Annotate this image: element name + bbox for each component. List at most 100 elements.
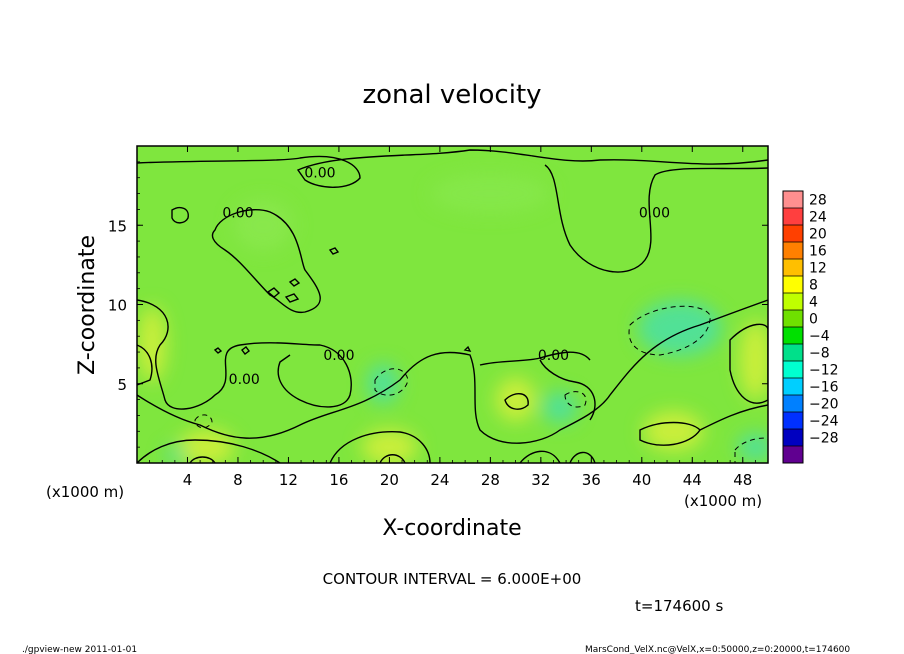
y-tick-label: 5 [117, 376, 127, 394]
x-tick-label: 20 [380, 471, 399, 489]
y-axis-label: Z-coordinate [75, 235, 100, 375]
footer-right: MarsCond_VelX.nc@VelX,x=0:50000,z=0:2000… [585, 645, 850, 654]
colorbar-swatch [783, 208, 803, 226]
colorbar-swatch [783, 225, 803, 243]
contour-lines-negative [194, 305, 768, 463]
contour-line [171, 206, 189, 224]
footer-left: ./gpview-new 2011-01-01 [22, 645, 137, 654]
field-patch [367, 363, 400, 404]
contour-interval: CONTOUR INTERVAL = 6.000E+00 [323, 570, 582, 588]
colorbar-swatch [783, 327, 803, 345]
colorbar-swatch [783, 191, 803, 209]
field-patch [495, 377, 536, 422]
x-tick-label: 8 [233, 471, 243, 489]
contour-line-dashed [564, 391, 587, 408]
colorbar-tick-label: −28 [809, 431, 839, 447]
contour-line [137, 149, 768, 188]
contour-label: 0.00 [304, 166, 335, 182]
contour-line [479, 351, 591, 366]
colorbar-tick-label: −24 [809, 414, 839, 430]
contour-line-dashed [374, 368, 409, 396]
colorbar-tick-label: 24 [809, 210, 827, 226]
contour-line [519, 450, 561, 463]
x-tick-label: 36 [582, 471, 601, 489]
field-patch [361, 429, 418, 463]
colorbar-swatch [783, 395, 803, 413]
x-tick-label: 16 [329, 471, 348, 489]
field-patch [737, 433, 768, 462]
x-unit-left: (x1000 m) [46, 483, 124, 501]
y-axis: 5 10 15 [108, 161, 768, 448]
y-tick-label: 10 [108, 297, 127, 315]
contour-line-dashed [628, 305, 711, 356]
colorbar-tick-label: 4 [809, 295, 818, 311]
contour-line-dashed [194, 414, 213, 429]
colorbar-swatch [783, 276, 803, 294]
colorbar-tick-label: 20 [809, 227, 827, 243]
contour-line [137, 344, 153, 386]
chart-title: zonal velocity [362, 80, 541, 110]
contour-line [699, 404, 768, 431]
contour-line-dashed [734, 437, 768, 463]
field-patch [178, 429, 235, 463]
x-tick-label: 28 [481, 471, 500, 489]
contour-labels: 0.00 0.00 0.00 0.00 0.00 0.00 [222, 166, 670, 388]
field-patch [138, 306, 167, 383]
contour-line [266, 247, 340, 303]
colorbar-tick-label: −12 [809, 363, 839, 379]
contour-line [544, 164, 768, 273]
contour-label: 0.00 [538, 348, 569, 364]
field-patch [739, 319, 768, 400]
contour-line [211, 209, 321, 314]
contour-label: 0.00 [222, 205, 253, 221]
colorbar-swatch [783, 259, 803, 277]
colorbar-tick-label: −8 [809, 346, 830, 362]
contour-line [379, 454, 406, 463]
x-tick-label: 24 [430, 471, 449, 489]
colorbar-swatch [783, 412, 803, 430]
colorbar-tick-label: 12 [809, 261, 827, 277]
colorbar-swatch [783, 310, 803, 328]
colorbar-tick-label: 16 [809, 244, 827, 260]
time-label: t=174600 s [635, 597, 723, 615]
x-unit-right: (x1000 m) [684, 492, 762, 510]
colorbar-tick-label: −20 [809, 397, 839, 413]
colorbar-tick-label: −4 [809, 329, 830, 345]
colorbar-tick-label: 28 [809, 193, 827, 209]
colorbar-swatch [783, 446, 803, 464]
colorbar-tick-label: 0 [809, 312, 818, 328]
field-patch [637, 300, 722, 357]
colorbar-swatch [783, 344, 803, 362]
contour-line [137, 439, 281, 463]
x-tick-label: 12 [279, 471, 298, 489]
contour-line [639, 421, 701, 446]
contour-line [189, 456, 216, 463]
x-tick-label: 32 [531, 471, 550, 489]
contour-label: 0.00 [323, 348, 354, 364]
contour-line [137, 299, 352, 410]
contour-line [539, 359, 596, 421]
y-tick-label: 15 [108, 217, 127, 235]
contour-label: 0.00 [229, 372, 260, 388]
field-patch [643, 411, 704, 452]
field-patch [541, 391, 578, 424]
colorbar-swatch [783, 293, 803, 311]
x-axis-label: X-coordinate [382, 516, 521, 541]
contour-label: 0.00 [639, 205, 670, 221]
x-tick-label: 40 [632, 471, 651, 489]
field-patch [164, 447, 185, 463]
colorbar-tick-label: −16 [809, 380, 839, 396]
contour-line [213, 345, 472, 355]
colorbar-swatch [783, 378, 803, 396]
colorbar-swatch [783, 429, 803, 447]
contour-line [329, 431, 431, 463]
colorbar-swatch [783, 361, 803, 379]
contour-line [569, 451, 596, 463]
contour-line [504, 393, 529, 410]
x-axis: 4 8 12 16 20 24 28 32 36 40 44 48 [149, 146, 756, 489]
x-tick-label: 48 [733, 471, 752, 489]
plot-area [137, 146, 768, 463]
x-tick-label: 44 [683, 471, 702, 489]
